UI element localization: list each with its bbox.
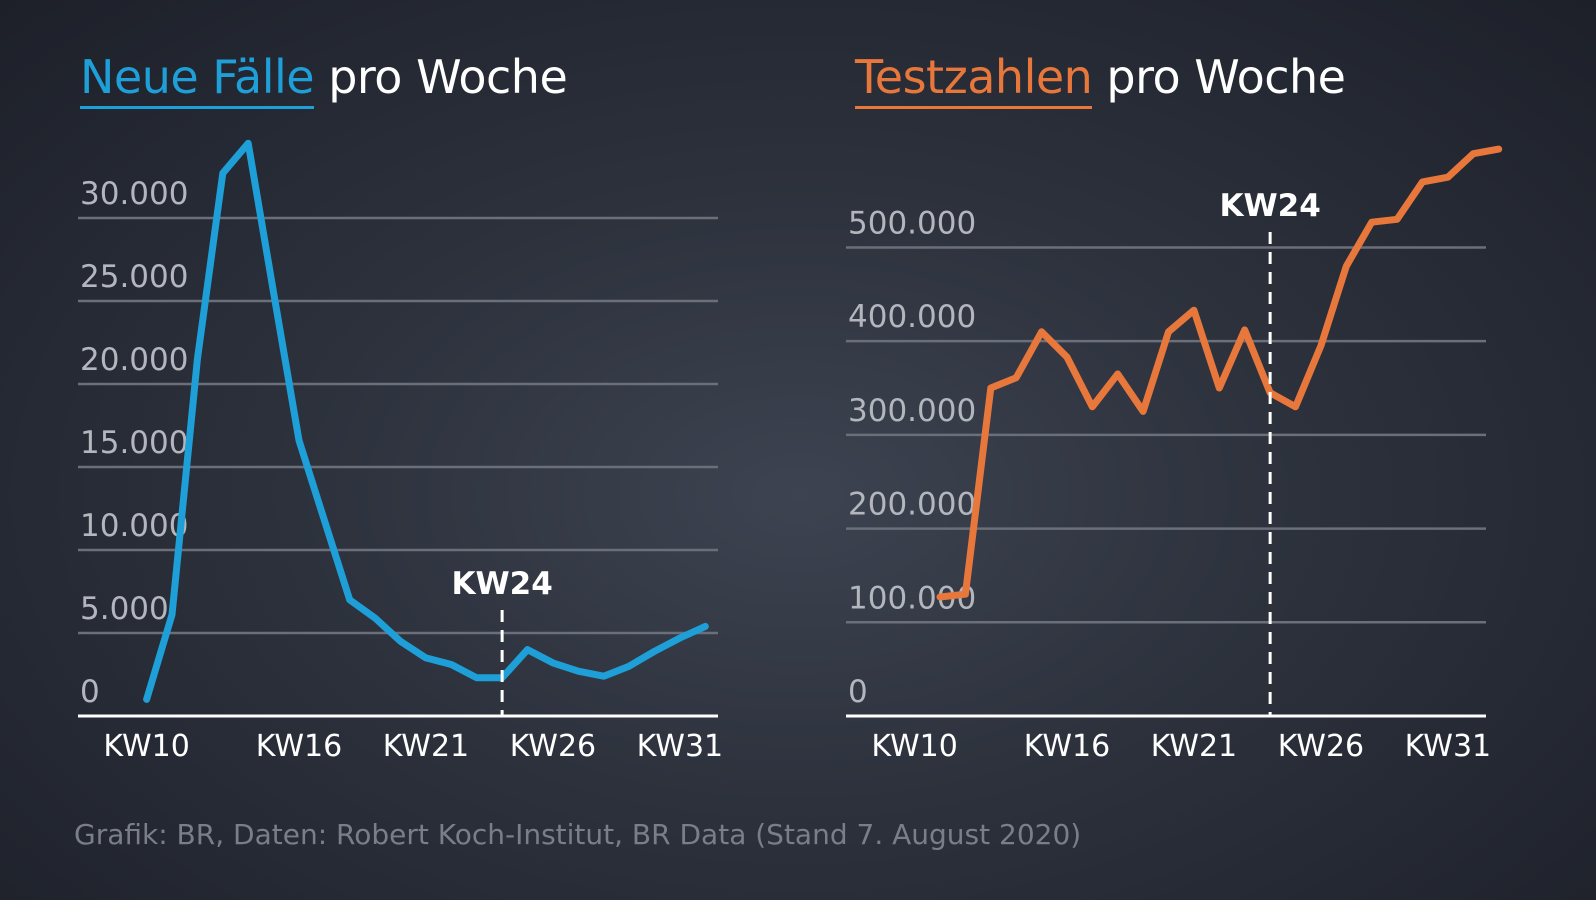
tests-chart-title: Testzahlen pro Woche — [855, 50, 1346, 109]
tests-series-line — [936, 145, 1503, 601]
tests-chart: 0100.000200.000300.000400.000500.000KW10… — [846, 145, 1503, 764]
cases-y-tick-label: 30.000 — [80, 176, 188, 212]
cases-chart: 0 5.000 10.000 15.000 20.000 25.000 30.000 KW10… — [78, 139, 723, 764]
tests-y-tick-label: 400.000 — [848, 299, 976, 335]
cases-x-tick-label: KW10 — [103, 729, 189, 764]
cases-title-rest: pro Woche — [314, 50, 568, 104]
cases-y-tick-label: 10.000 — [80, 508, 188, 544]
tests-y-tick-label: 300.000 — [848, 393, 976, 429]
tests-y-tick-label: 0 — [848, 674, 868, 710]
cases-y-tick-label: 0 — [80, 674, 100, 710]
cases-marker-label: KW24 — [451, 566, 552, 602]
tests-x-tick-label: KW26 — [1278, 729, 1364, 764]
cases-x-tick-label: KW26 — [510, 729, 596, 764]
cases-series-line — [143, 139, 709, 703]
tests-y-tick-label: 200.000 — [848, 487, 976, 523]
tests-title-rest: pro Woche — [1092, 50, 1346, 104]
cases-y-tick-label: 25.000 — [80, 259, 188, 295]
cases-x-tick-label: KW21 — [383, 729, 469, 764]
tests-x-tick-label: KW21 — [1151, 729, 1237, 764]
tests-marker-label: KW24 — [1219, 188, 1320, 224]
cases-title-highlight: Neue Fälle — [80, 50, 315, 109]
tests-x-tick-label: KW31 — [1405, 729, 1491, 764]
tests-y-tick-label: 500.000 — [848, 205, 976, 241]
tests-title-highlight: Testzahlen — [855, 50, 1093, 109]
source-note: Grafik: BR, Daten: Robert Koch-Institut,… — [74, 818, 1082, 851]
cases-y-tick-label: 5.000 — [80, 591, 169, 627]
cases-chart-title: Neue Fälle pro Woche — [80, 50, 568, 109]
cases-y-tick-label: 20.000 — [80, 342, 188, 378]
tests-x-tick-label: KW16 — [1024, 729, 1110, 764]
cases-y-tick-label: 15.000 — [80, 425, 188, 461]
cases-x-tick-label: KW16 — [256, 729, 342, 764]
cases-x-tick-label: KW31 — [637, 729, 723, 764]
tests-x-tick-label: KW10 — [871, 729, 957, 764]
